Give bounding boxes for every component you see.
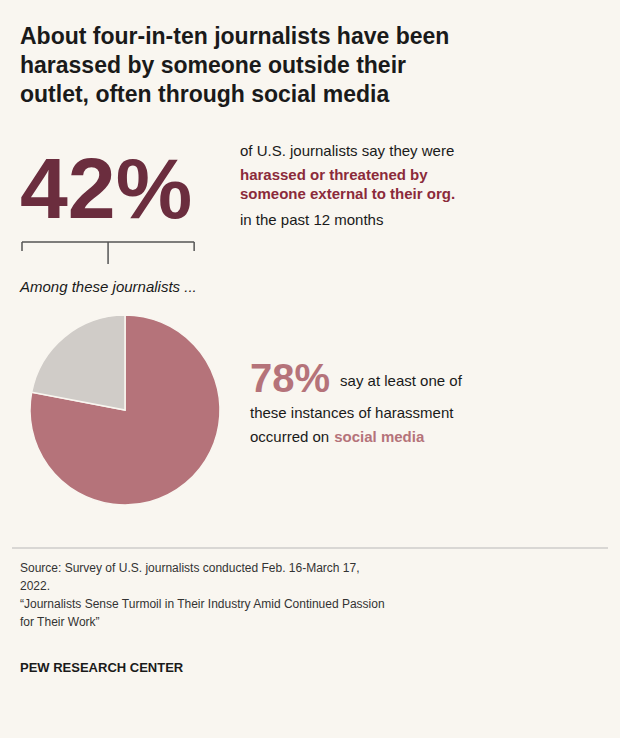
description-highlight: harassed or threatened bysomeone externa… — [240, 166, 455, 202]
big-percent: 42% — [20, 140, 192, 236]
pie-description-highlight: social media — [334, 428, 425, 445]
pie-slice — [32, 315, 125, 410]
bracket-label: Among these journalists ... — [19, 278, 197, 295]
background — [0, 0, 620, 738]
pie — [30, 315, 220, 505]
bracket-tick — [107, 242, 109, 264]
bracket-tick — [21, 242, 23, 251]
pie-percent: 78% — [250, 356, 330, 400]
pie-description: occurred on — [250, 428, 329, 445]
pie-slice — [30, 315, 220, 505]
infographic: About four-in-ten journalists have beenh… — [0, 0, 620, 738]
source: Source: Survey of U.S. journalists condu… — [20, 561, 385, 629]
pie-description: these instances of harassment — [250, 404, 454, 421]
bracket — [22, 242, 194, 264]
pie-description: say at least one of — [340, 372, 463, 389]
description: of U.S. journalists say they were — [240, 142, 454, 159]
bracket-tick — [193, 242, 195, 251]
brand: PEW RESEARCH CENTER — [20, 660, 184, 675]
separator — [12, 548, 608, 549]
title: About four-in-ten journalists have beenh… — [20, 23, 449, 107]
description: in the past 12 months — [240, 211, 383, 228]
